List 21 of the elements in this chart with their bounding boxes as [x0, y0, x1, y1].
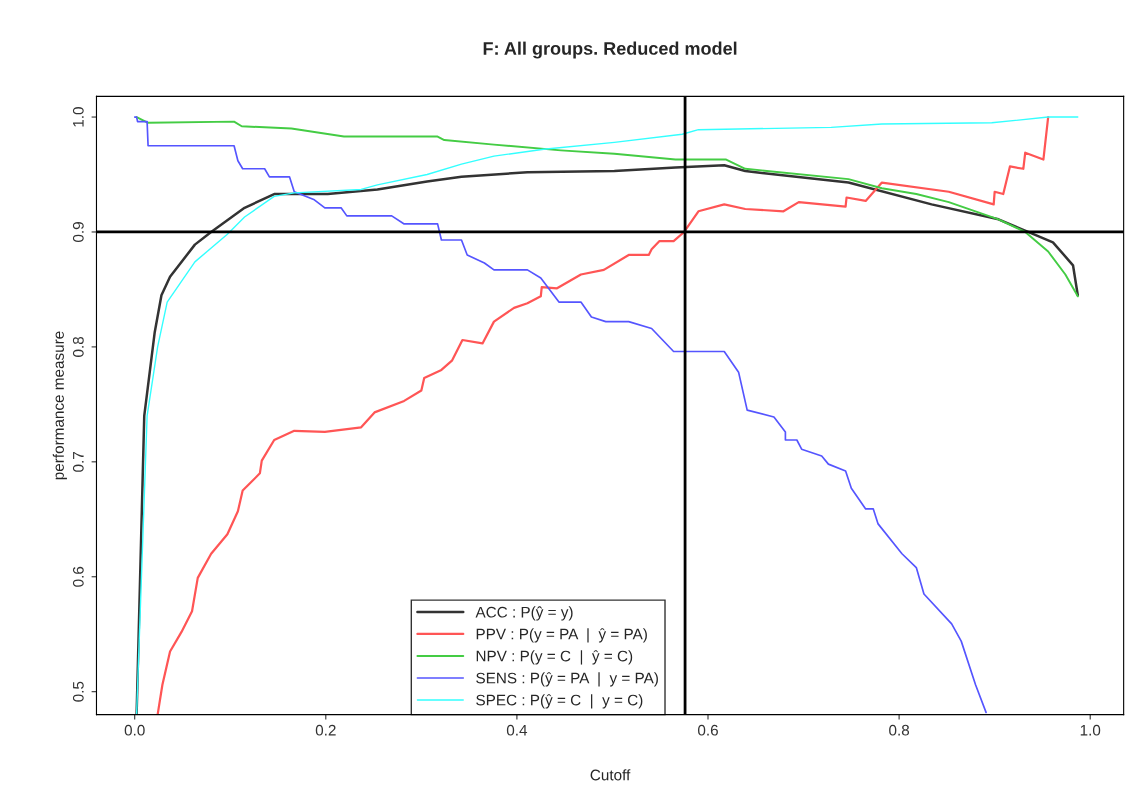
x-tick-label: 0.0	[124, 724, 145, 736]
legend-label: NPV : P(y = C | ŷ = C)	[476, 650, 633, 665]
y-tick-label: 0.8	[72, 336, 84, 357]
x-axis-title: Cutoff	[590, 769, 631, 781]
x-tick-label: 0.8	[889, 724, 910, 736]
y-tick-label: 0.5	[72, 681, 84, 702]
legend-label: PPV : P(y = PA | ŷ = PA)	[476, 628, 647, 643]
x-tick-label: 0.6	[697, 724, 718, 736]
line-series	[135, 116, 1079, 298]
chart-title: F: All groups. Reduced model	[483, 41, 737, 59]
legend-label: ACC : P(ŷ = y)	[475, 606, 573, 621]
y-tick-label: 0.7	[72, 451, 84, 472]
y-tick-label: 1.0	[72, 107, 84, 127]
x-tick-label: 0.2	[315, 724, 336, 736]
x-tick-label: 1.0	[1080, 724, 1101, 736]
legend-label: SENS : P(ŷ = PA | y = PA)	[476, 672, 658, 687]
y-axis-title: performance measure	[52, 331, 67, 480]
y-tick-label: 0.6	[72, 566, 84, 587]
x-tick-label: 0.4	[506, 724, 528, 736]
legend-label: SPEC : P(ŷ = C | y = C)	[476, 694, 643, 709]
y-tick-label: 0.9	[72, 222, 84, 242]
